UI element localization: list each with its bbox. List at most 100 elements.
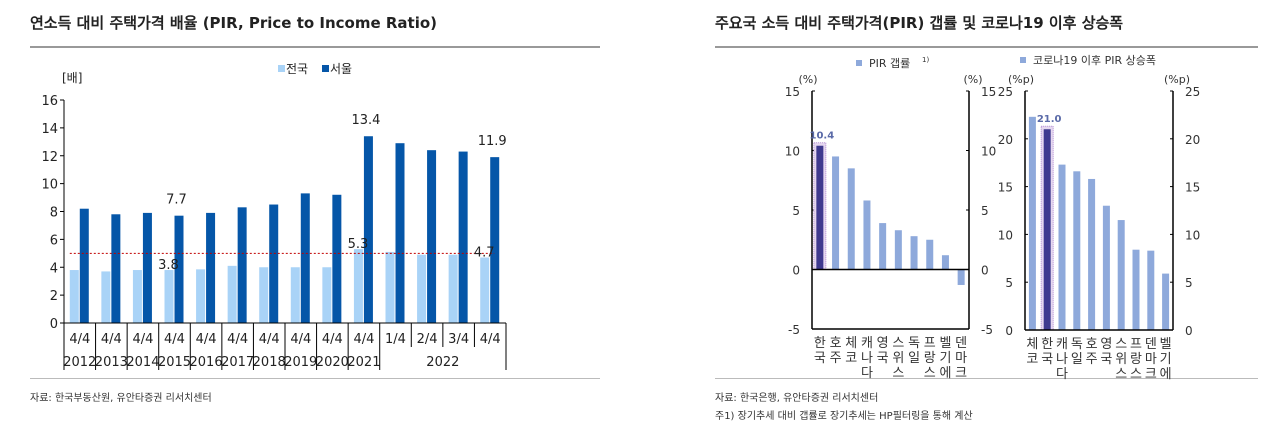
bar — [1117, 220, 1125, 330]
x-tick-label-char: 호 — [1086, 337, 1098, 352]
x-tick-label-char: 위 — [1115, 352, 1127, 367]
bar — [863, 200, 871, 270]
y-tick-label-left: 10 — [998, 228, 1013, 242]
y-tick-label-left: 20 — [998, 133, 1013, 147]
bar-서울 — [142, 212, 152, 323]
left-chart-title: 연소득 대비 주택가격 배율 (PIR, Price to Income Rat… — [30, 14, 438, 32]
bar — [1147, 250, 1155, 330]
left-bottom-divider — [30, 378, 600, 379]
left-title-divider — [30, 46, 600, 48]
bar-서울 — [363, 136, 373, 323]
x-tick-label-char: 마 — [955, 351, 967, 366]
bar-서울 — [490, 157, 500, 323]
x-tick-label-char: 한 — [814, 336, 826, 351]
right-chart-title: 주요국 소득 대비 주택가격(PIR) 갭률 및 코로나19 이후 상승폭 — [715, 14, 1124, 32]
y-tick-label-right: -5 — [981, 323, 993, 337]
x-tick-label-char: 국 — [814, 351, 826, 366]
y-unit-right: (%p) — [1164, 73, 1190, 86]
bar-전국 — [322, 267, 332, 323]
x-tick-label-char: 일 — [908, 351, 920, 366]
x-tick-label-char: 독 — [1071, 337, 1083, 352]
x-tick-label-char: 기 — [939, 351, 951, 366]
bar-전국 — [385, 251, 395, 323]
bar-전국 — [132, 270, 142, 323]
x-tick-label-char: 국 — [1041, 352, 1053, 367]
y-tick-label-left: -5 — [788, 323, 800, 337]
bar — [1162, 273, 1170, 330]
left-source: 자료: 한국부동산원, 유안타증권 리서치센터 — [30, 393, 212, 404]
x-tick-label-char: 호 — [830, 336, 842, 351]
y-tick-label-left: 0 — [792, 264, 800, 278]
data-label: 10.4 — [810, 131, 835, 142]
x-tick-label-char: 코 — [845, 351, 857, 366]
year-label: 2022 — [426, 355, 459, 370]
bar-전국 — [259, 267, 269, 323]
bar — [894, 230, 902, 270]
x-tick-label-char: 프 — [1130, 337, 1142, 352]
bar — [1102, 205, 1110, 330]
x-tick-label: 4/4 — [480, 332, 501, 347]
bar-전국 — [164, 270, 174, 323]
bar — [847, 168, 855, 270]
data-label: 7.7 — [166, 193, 187, 208]
x-tick-label-char: 국 — [1100, 352, 1112, 367]
y-tick-label: 16 — [41, 94, 58, 109]
y-tick-label-right: 25 — [1185, 85, 1200, 99]
data-label: 3.8 — [158, 258, 179, 273]
bar-전국 — [448, 254, 458, 323]
x-tick-label-char: 국 — [877, 351, 889, 366]
bar — [926, 239, 934, 270]
bar — [1058, 164, 1066, 330]
x-tick-label-char: 에 — [939, 366, 951, 381]
bar-전국 — [196, 269, 206, 323]
y-tick-label: 0 — [50, 317, 58, 332]
x-tick-label: 4/4 — [227, 332, 248, 347]
x-tick-label: 4/4 — [259, 332, 280, 347]
bar-서울 — [395, 143, 405, 323]
year-label: 2017 — [221, 355, 254, 370]
bar — [879, 223, 887, 270]
bar-서울 — [174, 215, 184, 323]
y-tick-label-right: 10 — [981, 145, 996, 159]
bar-서울 — [269, 204, 279, 323]
bar-서울 — [458, 151, 468, 323]
x-tick-label-char: 일 — [1071, 352, 1083, 367]
bar — [941, 255, 949, 270]
y-tick-label: 14 — [41, 122, 58, 137]
right-source: 자료: 한국은행, 유안타증권 리서치센터 — [715, 393, 879, 404]
legend-swatch — [1020, 57, 1026, 63]
legend-label: 전국 — [286, 62, 308, 76]
y-tick-label-right: 15 — [1185, 181, 1200, 195]
x-tick-label-char: 한 — [1041, 337, 1053, 352]
x-tick-label-char: 독 — [908, 336, 920, 351]
bar — [816, 145, 824, 270]
y-tick-label-left: 5 — [792, 204, 800, 218]
bar-서울 — [332, 194, 342, 323]
x-tick-label-char: 주 — [830, 351, 842, 366]
bar — [1132, 249, 1140, 330]
x-tick-label-char: 스 — [892, 336, 904, 351]
year-label: 2020 — [316, 355, 349, 370]
x-tick-label-char: 덴 — [1145, 337, 1157, 352]
x-tick-label-char: 스 — [1115, 367, 1127, 382]
y-tick-label: 2 — [50, 289, 58, 304]
y-tick-label-right: 20 — [1185, 133, 1200, 147]
x-tick-label: 4/4 — [164, 332, 185, 347]
x-tick-label: 4/4 — [69, 332, 90, 347]
y-tick-label: 10 — [41, 178, 58, 193]
x-tick-label-char: 위 — [892, 351, 904, 366]
y-unit-label: [배] — [62, 71, 82, 85]
legend-label: PIR 갭률 — [869, 57, 910, 70]
x-tick-label-char: 덴 — [955, 336, 967, 351]
y-tick-label-left: 25 — [998, 85, 1013, 99]
y-tick-label: 6 — [50, 233, 58, 248]
x-tick-label: 4/4 — [322, 332, 343, 347]
legend-swatch — [856, 60, 862, 66]
bar — [1073, 171, 1081, 330]
data-label: 11.9 — [478, 134, 507, 149]
y-tick-label: 4 — [50, 261, 58, 276]
bar-전국 — [290, 267, 300, 323]
x-tick-label-char: 영 — [877, 336, 889, 351]
bar — [1088, 178, 1096, 330]
y-unit-left: (%p) — [1008, 73, 1034, 86]
